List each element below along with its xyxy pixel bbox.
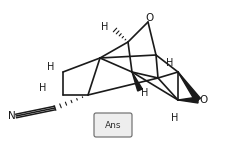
Polygon shape <box>132 72 142 91</box>
Text: H: H <box>39 83 47 93</box>
Text: H: H <box>47 62 55 72</box>
Text: O: O <box>146 13 154 23</box>
Text: H: H <box>141 88 149 98</box>
Text: H: H <box>166 58 174 68</box>
Text: N: N <box>8 111 16 121</box>
FancyBboxPatch shape <box>94 113 132 137</box>
Text: Ans: Ans <box>105 122 121 130</box>
Text: O: O <box>200 95 208 105</box>
Text: H: H <box>171 113 179 123</box>
Polygon shape <box>178 72 200 102</box>
Text: H: H <box>101 22 109 32</box>
Polygon shape <box>178 97 198 103</box>
